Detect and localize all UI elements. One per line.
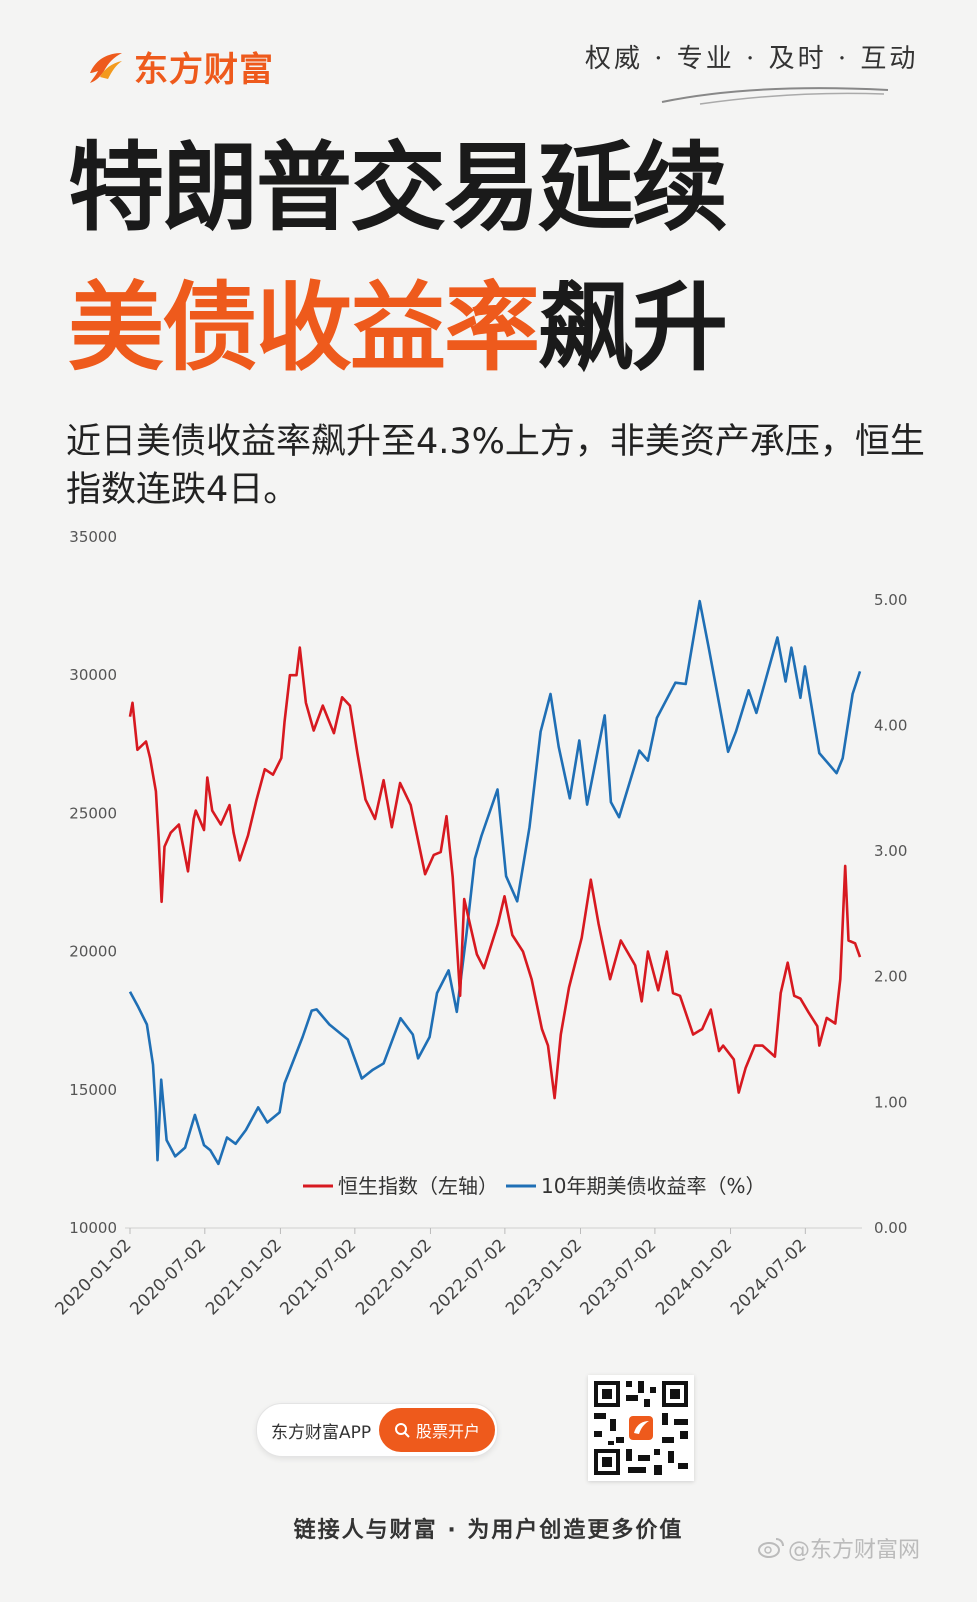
x-axis-tick-label: 2021-01-02	[202, 1235, 286, 1319]
left-axis-tick-label: 30000	[69, 666, 117, 684]
chart-series-lines	[128, 599, 862, 1166]
legend-label-yield: 10年期美债收益率（%）	[541, 1174, 765, 1198]
brand-slogan: 权威 · 专业 · 及时 · 互动	[585, 44, 919, 74]
x-axis-tick-label: 2023-07-02	[576, 1235, 660, 1319]
left-axis-tick-label: 10000	[69, 1219, 117, 1237]
x-axis-tick-label: 2024-01-02	[652, 1235, 736, 1319]
hsi-series-line	[128, 646, 862, 1100]
legend-label-hsi: 恒生指数（左轴）	[338, 1174, 498, 1198]
x-axis-ticks: 2020-01-022020-07-022021-01-022021-07-02…	[52, 1228, 811, 1319]
x-axis-tick-label: 2023-01-02	[502, 1235, 586, 1319]
watermark: @东方财富网	[758, 1532, 920, 1564]
search-icon	[394, 1423, 410, 1438]
right-axis-tick-label: 5.00	[874, 591, 907, 609]
right-axis-ticks: 5.00 4.00 3.00 2.00 1.00 0.00	[874, 591, 907, 1237]
headline-line-1: 特朗普交易延续	[68, 132, 728, 244]
right-axis-tick-label: 4.00	[874, 716, 907, 734]
treasury-yield-series-line	[128, 599, 862, 1166]
dual-axis-line-chart: 35000 30000 25000 20000 15000 10000 5.00 4.00 3…	[52, 530, 908, 1319]
watermark-text: @东方财富网	[788, 1538, 921, 1563]
chart-legend: 恒生指数（左轴） 10年期美债收益率（%）	[303, 1174, 765, 1198]
brand-logo: 东方财富	[86, 42, 274, 91]
brand-logo-icon	[90, 52, 122, 83]
left-axis-ticks: 35000 30000 25000 20000 15000 10000	[69, 530, 117, 1237]
x-axis-tick-label: 2022-01-02	[352, 1235, 436, 1319]
x-axis-tick-label: 2020-01-02	[52, 1235, 136, 1319]
subtitle: 近日美债收益率飙升至4.3%上方，非美资产承压，恒生指数连跌4日。	[66, 422, 925, 510]
left-axis-tick-label: 35000	[69, 530, 117, 546]
x-axis-tick-label: 2020-07-02	[126, 1235, 210, 1319]
x-axis-tick-label: 2022-07-02	[426, 1235, 510, 1319]
open-account-label: 股票开户	[415, 1422, 480, 1441]
app-name: 东方财富APP	[271, 1422, 372, 1443]
right-axis-tick-label: 1.00	[874, 1093, 907, 1111]
left-axis-tick-label: 20000	[69, 943, 117, 961]
left-axis-tick-label: 15000	[69, 1081, 117, 1099]
headline-highlight: 美债收益率	[68, 272, 540, 384]
right-axis-tick-label: 2.00	[874, 968, 907, 986]
right-axis-tick-label: 3.00	[874, 842, 907, 860]
brand-name: 东方财富	[134, 50, 274, 90]
app-download-pill[interactable]: 东方财富APP 股票开户	[256, 1403, 498, 1457]
open-account-button[interactable]: 股票开户	[379, 1408, 495, 1452]
x-axis-tick-label: 2021-07-02	[276, 1235, 360, 1319]
headline-line-2: 美债收益率飙升	[68, 280, 728, 376]
right-axis-tick-label: 0.00	[874, 1219, 907, 1237]
x-axis-tick-label: 2024-07-02	[727, 1235, 811, 1319]
headline-rest: 飙升	[538, 272, 728, 384]
left-axis-tick-label: 25000	[69, 804, 117, 822]
footer-tagline: 链接人与财富 · 为用户创造更多价值	[293, 1518, 684, 1543]
slogan-underline-decoration	[661, 87, 889, 105]
weibo-icon	[758, 1538, 784, 1558]
qr-code-icon	[588, 1375, 694, 1481]
